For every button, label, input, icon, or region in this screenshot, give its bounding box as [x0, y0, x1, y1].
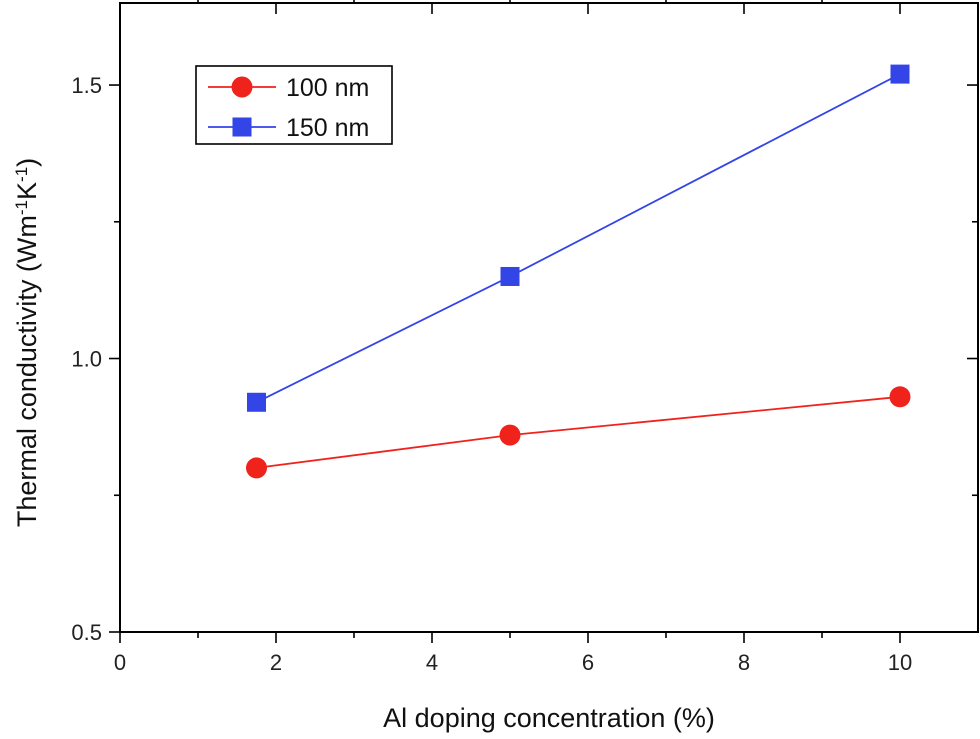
series-circle: [246, 386, 911, 479]
y-axis-label: Thermal conductivity (Wm-1K-1): [12, 158, 43, 527]
y-axis-label-sup2: -1: [12, 167, 31, 182]
legend: 100 nm 150 nm: [195, 65, 393, 145]
y-tick-label: 1.5: [71, 73, 102, 98]
plot-border: [119, 2, 979, 633]
y-axis-ticks: 0.5 1.0 1.5: [71, 73, 978, 645]
y-axis-label-mid: K: [12, 182, 42, 200]
x-tick-label: 2: [270, 650, 282, 675]
x-tick-label: 6: [582, 650, 594, 675]
x-tick-label: 10: [888, 650, 912, 675]
data-point: [247, 392, 266, 412]
legend-box: [195, 65, 393, 145]
x-tick-label: 0: [114, 650, 126, 675]
series-layer: [246, 64, 911, 479]
data-point: [246, 457, 267, 479]
y-tick-label: 1.0: [71, 347, 102, 372]
plot-frame: [119, 2, 979, 633]
y-axis-label-sup1: -1: [12, 200, 31, 215]
y-tick-label: 0.5: [71, 620, 102, 645]
data-point: [890, 64, 910, 84]
legend-marker: [232, 117, 252, 137]
legend-label: 100 nm: [286, 74, 369, 102]
minor-ticks: [114, 0, 978, 638]
data-point: [499, 424, 521, 446]
x-tick-label: 8: [738, 650, 750, 675]
x-axis-ticks: 0 2 4 6 8 10: [114, 3, 912, 675]
x-tick-label: 4: [426, 650, 438, 675]
data-point: [500, 266, 520, 286]
series-square: [247, 64, 910, 412]
legend-entry: 150 nm: [208, 114, 369, 142]
x-axis-label: Al doping concentration (%): [383, 703, 715, 733]
legend-entry: 100 nm: [208, 74, 369, 102]
y-axis-label-suffix: ): [12, 158, 42, 167]
y-axis-label-prefix: Thermal conductivity (Wm: [12, 215, 42, 527]
data-point: [889, 386, 911, 408]
legend-marker: [231, 76, 253, 98]
legend-label: 150 nm: [286, 114, 369, 142]
series-line: [256, 395, 901, 469]
